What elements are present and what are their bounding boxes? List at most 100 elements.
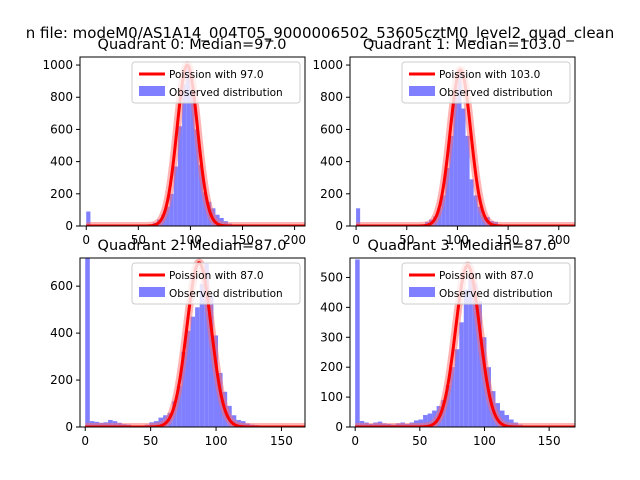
y-tick-label: 200: [320, 360, 343, 374]
x-tick-label: 100: [446, 233, 469, 247]
histogram-bar: [504, 415, 510, 427]
panel-quadrant-2: Quadrant 2: Median=87.0 0 50 100 150 0 200 400…: [50, 238, 306, 448]
histogram-bar: [181, 351, 186, 427]
x-tick-label: 200: [283, 233, 306, 247]
y-tick-label: 400: [320, 155, 343, 169]
histogram-bar: [86, 211, 91, 226]
histogram-bar: [461, 108, 466, 226]
legend-patch-swatch: [139, 86, 165, 96]
y-tick-label: 200: [50, 187, 73, 201]
x-tick-label: 0: [351, 434, 359, 448]
x-tick-label: 200: [547, 233, 570, 247]
legend-label-poisson: Poission with 97.0: [169, 69, 264, 81]
axes-frame: [79, 257, 306, 428]
histogram-bar: [472, 283, 478, 427]
x-tick-label: 100: [473, 434, 496, 448]
x-tick-label: 0: [81, 434, 89, 448]
histogram-bar: [465, 135, 470, 226]
y-tick-label: 500: [320, 270, 343, 284]
y-tick-label: 800: [50, 90, 73, 104]
legend-box: [401, 262, 571, 305]
histogram-bar: [441, 195, 446, 226]
histogram-bar: [459, 322, 464, 427]
legend-box: [401, 61, 571, 104]
histogram-bar: [469, 179, 474, 226]
legend-box: [131, 61, 301, 104]
axes-frame: [79, 56, 306, 227]
x-tick-label: 50: [412, 434, 427, 448]
histogram-bar: [453, 97, 458, 226]
figure-suptitle: n file: modeM0/AS1A14_004T05_9000006502_…: [26, 24, 615, 43]
histogram-bar: [169, 193, 174, 226]
histogram-bar: [477, 206, 482, 226]
legend: Poission with 87.0 Observed distribution: [131, 262, 301, 305]
histogram-bar: [454, 349, 460, 427]
panel-title: Quadrant 2: Median=87.0: [98, 238, 287, 254]
y-tick-label: 0: [335, 420, 343, 434]
histogram-bar: [194, 129, 199, 226]
x-tick-label: 100: [179, 233, 202, 247]
legend: Poission with 97.0 Observed distribution: [131, 61, 301, 104]
histogram-bar: [85, 258, 90, 427]
histogram-bar: [449, 135, 454, 226]
histogram-bar: [423, 415, 428, 427]
x-tick-label: 150: [231, 233, 254, 247]
histogram-bar: [463, 289, 469, 427]
legend-label-poisson: Poission with 87.0: [439, 270, 534, 282]
histogram-bar: [204, 262, 209, 427]
y-tick-label: 0: [65, 420, 73, 434]
x-tick-label: 0: [82, 233, 90, 247]
poisson-curve: [85, 63, 305, 226]
legend-label-observed: Observed distribution: [439, 288, 553, 300]
x-tick-label: 50: [399, 233, 414, 247]
y-tick-label: 1000: [312, 58, 343, 72]
panel-title: Quadrant 0: Median=97.0: [98, 37, 287, 53]
y-tick-label: 200: [50, 373, 73, 387]
histogram-bar: [457, 69, 462, 226]
y-tick-label: 600: [320, 122, 343, 136]
histogram-bar: [445, 168, 450, 226]
x-tick-label: 50: [131, 233, 146, 247]
histogram-bar: [186, 65, 191, 226]
y-tick-label: 600: [50, 279, 73, 293]
legend-patch-swatch: [409, 86, 435, 96]
x-tick-label: 100: [205, 434, 228, 448]
histogram-bar: [468, 274, 473, 427]
histogram-bar: [185, 330, 191, 427]
histogram-bar: [165, 206, 170, 226]
legend-patch-swatch: [409, 287, 435, 297]
histogram-bar: [177, 126, 183, 226]
axes-frame: [349, 56, 576, 227]
histogram-bar: [190, 90, 195, 226]
x-tick-label: 150: [538, 434, 561, 448]
axes-frame: [349, 257, 576, 428]
plot-area: [82, 61, 305, 226]
histogram-bar: [355, 259, 360, 427]
histogram-bar: [198, 164, 203, 226]
histogram-bar: [208, 295, 214, 427]
x-tick-label: 150: [270, 434, 293, 448]
y-tick-label: 0: [65, 219, 73, 233]
y-tick-label: 400: [320, 300, 343, 314]
histogram-bar: [427, 413, 433, 427]
y-tick-label: 400: [50, 326, 73, 340]
legend: Poission with 103.0 Observed distribution: [401, 61, 571, 104]
y-tick-label: 800: [320, 90, 343, 104]
histogram-bar: [190, 316, 196, 427]
y-tick-label: 0: [335, 219, 343, 233]
histogram-bar: [195, 307, 200, 427]
legend-label-poisson: Poission with 87.0: [169, 270, 264, 282]
histogram-bar: [473, 195, 478, 226]
histogram-bar: [477, 301, 482, 427]
histogram-bar: [356, 208, 361, 226]
legend-label-poisson: Poission with 103.0: [439, 69, 540, 81]
histogram-bar: [182, 84, 187, 226]
x-tick-label: 50: [143, 434, 158, 448]
histogram-bar: [176, 385, 182, 427]
histogram-bar: [199, 283, 205, 427]
legend-label-observed: Observed distribution: [169, 87, 283, 99]
y-tick-label: 600: [50, 122, 73, 136]
histogram-bar: [500, 410, 505, 427]
histogram-bar: [445, 385, 451, 427]
